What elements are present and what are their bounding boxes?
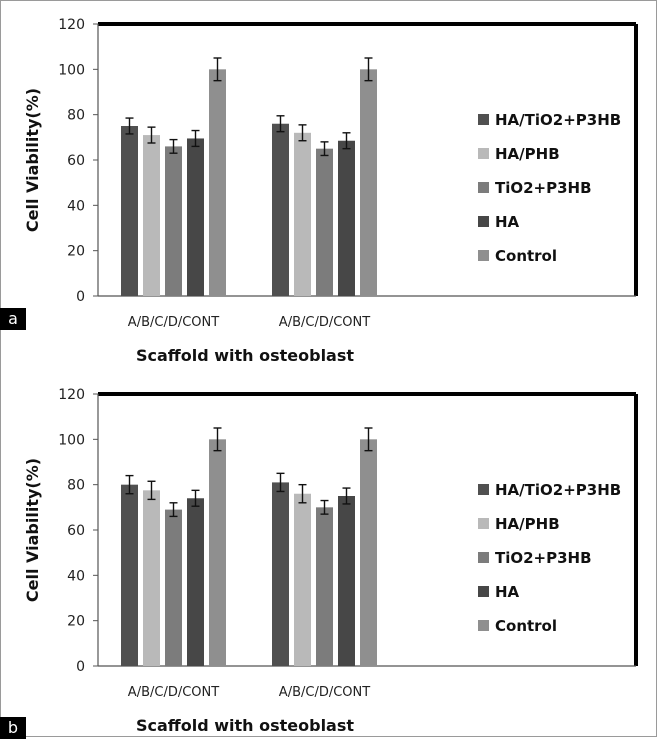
- y-tick-label: 0: [76, 659, 85, 675]
- y-tick-label: 0: [76, 289, 85, 305]
- legend-label: HA/PHB: [495, 515, 560, 533]
- legend-label: HA/PHB: [495, 145, 560, 163]
- bar: [209, 439, 226, 666]
- x-category-label: A/B/C/D/CONT: [128, 685, 219, 700]
- chart-svg-a: 0 20 40 60 80 100 120 Cell Viability(%) A/B/C/D/…: [23, 17, 638, 365]
- bar: [165, 146, 182, 296]
- bar: [338, 496, 355, 666]
- y-tick-label: 80: [67, 108, 85, 124]
- legend-label: TiO2+P3HB: [495, 179, 592, 197]
- legend-label: TiO2+P3HB: [495, 549, 592, 567]
- legend-swatch: [478, 620, 489, 631]
- bar: [143, 490, 160, 666]
- legend-label: HA/TiO2+P3HB: [495, 481, 621, 499]
- bar: [165, 509, 182, 666]
- panel-label-b: b: [0, 717, 26, 739]
- legend-swatch: [478, 250, 489, 261]
- x-category-label: A/B/C/D/CONT: [279, 685, 370, 700]
- x-category-label: A/B/C/D/CONT: [279, 315, 370, 330]
- legend-swatch: [478, 518, 489, 529]
- bar: [272, 482, 289, 666]
- bar: [143, 135, 160, 296]
- panel-label-a: a: [0, 308, 26, 330]
- y-axis-title: Cell Viability(%): [23, 88, 42, 232]
- chart-panel-b: 0 20 40 60 80 100 120 Cell Viability(%) A/B/C/D/…: [0, 370, 659, 739]
- bar: [338, 140, 355, 296]
- y-tick-label: 100: [58, 432, 85, 448]
- y-tick-label: 100: [58, 62, 85, 78]
- legend-swatch: [478, 586, 489, 597]
- legend-label: Control: [495, 247, 557, 265]
- y-tick-label: 60: [67, 523, 85, 539]
- bar: [316, 148, 333, 296]
- bar: [360, 439, 377, 666]
- bar: [187, 138, 204, 296]
- bar: [360, 69, 377, 296]
- bar: [121, 484, 138, 666]
- bar: [316, 507, 333, 666]
- bar: [294, 493, 311, 666]
- y-tick-label: 20: [67, 614, 85, 630]
- y-tick-label: 120: [58, 387, 85, 403]
- x-axis-title: Scaffold with osteoblast: [136, 716, 354, 735]
- chart-panel-a: 0 20 40 60 80 100 120 Cell Viability(%) A/B/C/D/…: [0, 17, 638, 365]
- legend-swatch: [478, 216, 489, 227]
- legend-swatch: [478, 148, 489, 159]
- bar: [187, 498, 204, 666]
- y-tick-label: 40: [67, 198, 85, 214]
- y-tick-label: 20: [67, 244, 85, 260]
- legend-swatch: [478, 114, 489, 125]
- y-tick-label: 60: [67, 153, 85, 169]
- y-tick-label: 40: [67, 568, 85, 584]
- legend-label: HA/TiO2+P3HB: [495, 111, 621, 129]
- chart-svg-b: 0 20 40 60 80 100 120 Cell Viability(%) A/B/C/D/…: [23, 387, 638, 735]
- legend-label: HA: [495, 583, 520, 601]
- x-category-label: A/B/C/D/CONT: [128, 315, 219, 330]
- x-axis-title: Scaffold with osteoblast: [136, 346, 354, 365]
- bar: [121, 126, 138, 296]
- bar: [209, 69, 226, 296]
- y-tick-label: 120: [58, 17, 85, 33]
- y-tick-label: 80: [67, 478, 85, 494]
- bar: [272, 123, 289, 296]
- legend-swatch: [478, 552, 489, 563]
- legend-label: HA: [495, 213, 520, 231]
- bar: [294, 132, 311, 296]
- legend-swatch: [478, 484, 489, 495]
- legend-label: Control: [495, 617, 557, 635]
- legend-swatch: [478, 182, 489, 193]
- y-axis-title: Cell Viability(%): [23, 458, 42, 602]
